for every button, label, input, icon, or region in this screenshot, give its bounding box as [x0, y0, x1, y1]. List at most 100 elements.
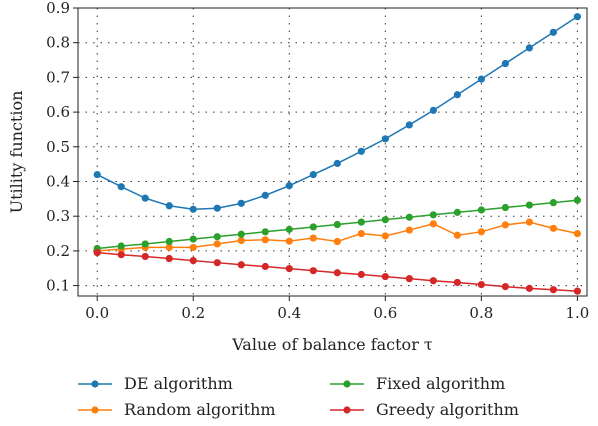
greedy-algorithm-point: [165, 254, 173, 263]
fixed-algorithm-series: [93, 196, 581, 253]
de-algorithm-point: [117, 183, 125, 191]
data-series: [93, 13, 581, 295]
legend-marker: [343, 406, 351, 414]
fixed-algorithm-point: [213, 233, 221, 241]
random-algorithm-point: [501, 221, 509, 229]
grid-lines: [78, 7, 587, 296]
de-algorithm-series: [93, 13, 581, 213]
de-algorithm-point: [405, 121, 413, 129]
random-algorithm-point: [357, 229, 365, 238]
x-tick-label: 0.8: [469, 304, 493, 322]
random-algorithm-point: [213, 240, 221, 248]
de-algorithm-point: [573, 13, 581, 21]
de-algorithm-point: [261, 191, 269, 199]
fixed-algorithm-point: [141, 240, 149, 248]
de-algorithm-point: [453, 91, 461, 99]
random-algorithm-point: [477, 228, 485, 236]
greedy-algorithm-point: [117, 251, 125, 259]
fixed-algorithm-point: [285, 225, 293, 233]
legend-marker: [91, 380, 99, 388]
de-algorithm-point: [333, 159, 341, 168]
greedy-algorithm-point: [237, 261, 245, 269]
fixed-algorithm-point: [189, 235, 197, 243]
greedy-algorithm-point: [453, 278, 461, 287]
de-algorithm-point: [237, 199, 245, 207]
random-algorithm-point: [165, 243, 173, 252]
x-tick-label: 0.4: [277, 304, 301, 322]
fixed-algorithm-point: [501, 203, 509, 212]
x-tick-label: 0.0: [85, 304, 109, 322]
legend-marker: [343, 380, 351, 388]
y-tick-label: 0.6: [46, 103, 70, 121]
fixed-algorithm-point: [357, 218, 365, 226]
greedy-algorithm-point: [525, 284, 533, 292]
greedy-algorithm-point: [405, 275, 413, 283]
legend-item-greedy-algorithm: Greedy algorithm: [330, 400, 519, 419]
random-algorithm-point: [549, 224, 557, 232]
de-algorithm-point: [93, 170, 101, 179]
de-algorithm-point: [357, 147, 365, 155]
greedy-algorithm-point: [501, 283, 509, 291]
fixed-algorithm-point: [549, 199, 557, 207]
random-algorithm-point: [285, 237, 293, 245]
de-algorithm-line: [96, 16, 578, 211]
greedy-algorithm-point: [381, 272, 389, 281]
greedy-algorithm-point: [285, 264, 293, 273]
greedy-algorithm-series: [93, 249, 581, 295]
greedy-algorithm-point: [573, 287, 581, 295]
legend-item-random-algorithm: Random algorithm: [78, 400, 276, 419]
de-algorithm-point: [309, 170, 317, 179]
de-algorithm-point: [381, 135, 389, 143]
random-algorithm-point: [405, 226, 413, 234]
fixed-algorithm-point: [381, 216, 389, 224]
fixed-algorithm-point: [429, 211, 437, 219]
fixed-algorithm-point: [525, 201, 533, 209]
de-algorithm-point: [285, 182, 293, 190]
greedy-algorithm-point: [357, 270, 365, 279]
legend-marker: [91, 406, 99, 414]
random-algorithm-point: [189, 243, 197, 252]
x-tick-label: 1.0: [565, 304, 589, 322]
de-algorithm-point: [165, 202, 173, 210]
greedy-algorithm-point: [213, 259, 221, 267]
fixed-algorithm-point: [453, 208, 461, 216]
fixed-algorithm-point: [117, 242, 125, 250]
de-algorithm-point: [549, 28, 557, 36]
random-algorithm-point: [261, 236, 269, 244]
legend-label: Fixed algorithm: [376, 374, 505, 393]
legend-item-de-algorithm: DE algorithm: [78, 374, 233, 393]
random-algorithm-point: [237, 236, 245, 245]
legend-item-fixed-algorithm: Fixed algorithm: [330, 374, 505, 393]
random-algorithm-point: [525, 218, 533, 226]
fixed-algorithm-point: [165, 237, 173, 246]
legend: DE algorithm Fixed algorithm Random algori…: [78, 374, 519, 419]
y-tick-label: 0.9: [46, 0, 70, 17]
y-tick-label: 0.5: [46, 138, 70, 156]
de-algorithm-point: [429, 106, 437, 114]
random-algorithm-point: [381, 232, 389, 240]
x-tick-label: 0.2: [181, 304, 205, 322]
greedy-algorithm-point: [141, 252, 149, 261]
random-algorithm-point: [453, 231, 461, 239]
plot-area-frame: [77, 7, 588, 297]
fixed-algorithm-point: [237, 230, 245, 238]
random-algorithm-point: [573, 229, 581, 238]
de-algorithm-point: [189, 205, 197, 213]
random-algorithm-point: [333, 237, 341, 246]
y-tick-label: 0.1: [46, 277, 70, 295]
random-algorithm-series: [93, 218, 581, 255]
axis-ticks: 0.0 0.2 0.4 0.6 0.8 1.0 0.1 0.2 0.3 0.4 0.5 0.6 0.7 0…: [46, 0, 589, 322]
legend-label: DE algorithm: [124, 374, 233, 393]
greedy-algorithm-point: [333, 269, 341, 277]
de-algorithm-point: [141, 194, 149, 202]
de-algorithm-point: [525, 44, 533, 52]
fixed-algorithm-point: [261, 228, 269, 236]
fixed-algorithm-point: [333, 220, 341, 229]
de-algorithm-point: [213, 204, 221, 212]
y-axis-label: Utility function: [7, 91, 26, 214]
fixed-algorithm-point: [309, 223, 317, 231]
de-algorithm-point: [501, 59, 509, 68]
x-axis-label: Value of balance factor τ: [231, 335, 433, 354]
greedy-algorithm-point: [549, 286, 557, 294]
